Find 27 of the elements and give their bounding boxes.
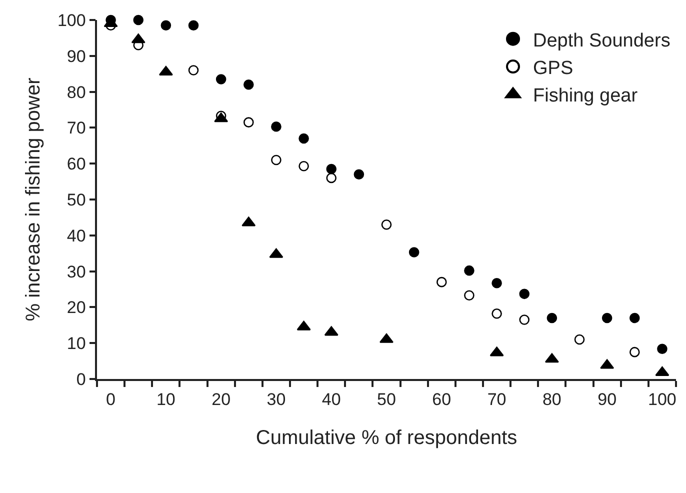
y-tick-label: 100 <box>57 10 86 30</box>
y-axis-title: % increase in fishing power <box>22 77 44 322</box>
x-tick-label: 20 <box>212 390 231 410</box>
y-tick-label: 80 <box>66 82 86 102</box>
y-tick-label: 10 <box>66 334 86 354</box>
y-tick-label: 20 <box>66 298 86 318</box>
x-tick-label: 10 <box>156 390 176 410</box>
y-tick-label: 0 <box>76 370 86 389</box>
x-tick-label: 100 <box>648 390 676 410</box>
x-tick-label: 0 <box>106 390 116 410</box>
y-tick-label: 50 <box>66 190 86 210</box>
x-tick-label: 30 <box>266 390 286 410</box>
legend-label: Depth Sounders <box>533 30 670 52</box>
x-tick-label: 60 <box>432 390 452 410</box>
x-tick-label: 90 <box>598 390 617 410</box>
y-tick-label: 90 <box>66 46 86 66</box>
x-tick-label: 80 <box>542 390 562 410</box>
x-tick-label: 70 <box>487 390 506 410</box>
y-tick-label: 60 <box>66 154 86 174</box>
legend-label: Fishing gear <box>533 86 638 107</box>
x-tick-label: 50 <box>377 390 396 410</box>
y-tick-label: 70 <box>66 118 86 138</box>
y-tick-label: 30 <box>66 262 86 282</box>
legend-label: GPS <box>533 58 574 79</box>
x-axis-title: Cumulative % of respondents <box>256 427 518 450</box>
y-tick-label: 40 <box>66 226 86 246</box>
x-tick-label: 40 <box>322 390 341 410</box>
